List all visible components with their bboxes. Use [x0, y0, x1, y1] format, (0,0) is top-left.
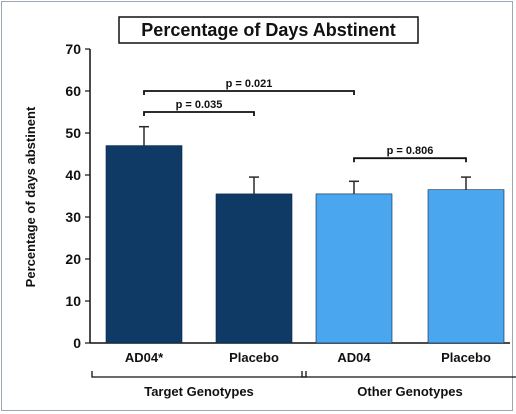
bar-1: [105, 145, 183, 344]
significance-bracket: p = 0.021: [143, 78, 355, 95]
chart-title: Percentage of Days Abstinent: [141, 20, 395, 40]
group-bracket: [91, 371, 307, 378]
bar-2: [215, 193, 293, 344]
y-tick-label: 70: [65, 41, 81, 57]
x-tick-label: AD04: [337, 350, 371, 365]
group: Other Genotypes: [301, 371, 516, 399]
significance-bracket: p = 0.806: [353, 145, 467, 163]
significance-bracket: p = 0.035: [143, 99, 255, 116]
bar-4: [427, 189, 505, 344]
x-tick-label: Placebo: [441, 350, 491, 365]
error-bars: [139, 125, 471, 194]
group-bracket: [301, 371, 516, 378]
y-tick-label: 10: [65, 293, 81, 309]
x-tick-label: AD04*: [125, 350, 164, 365]
group: Target Genotypes: [91, 371, 307, 399]
p-value-label: p = 0.035: [176, 99, 223, 111]
bracket-line: [143, 111, 255, 116]
y-tick-label: 0: [73, 335, 81, 351]
bar-3: [315, 193, 393, 344]
bracket-line: [353, 157, 467, 163]
y-tick-label: 20: [65, 251, 81, 267]
y-tick-label: 40: [65, 167, 81, 183]
y-tick-label: 50: [65, 125, 81, 141]
x-axis: AD04* Placebo AD04 Placebo: [90, 342, 510, 365]
y-axis: 0 10 20 30 40 50 60 70: [65, 41, 91, 351]
chart-title-box: Percentage of Days Abstinent: [118, 16, 419, 44]
bracket-line: [143, 90, 355, 95]
p-value-label: p = 0.806: [387, 145, 434, 157]
p-value-label: p = 0.021: [226, 78, 273, 90]
y-tick-label: 30: [65, 209, 81, 225]
y-axis-label: Percentage of days abstinent: [23, 106, 38, 287]
group-label: Other Genotypes: [357, 384, 462, 399]
bar-series: [105, 145, 505, 344]
group-label: Target Genotypes: [144, 384, 254, 399]
x-tick-label: Placebo: [229, 350, 279, 365]
genotype-groups: Target Genotypes Other Genotypes: [91, 371, 516, 399]
y-tick-label: 60: [65, 83, 81, 99]
